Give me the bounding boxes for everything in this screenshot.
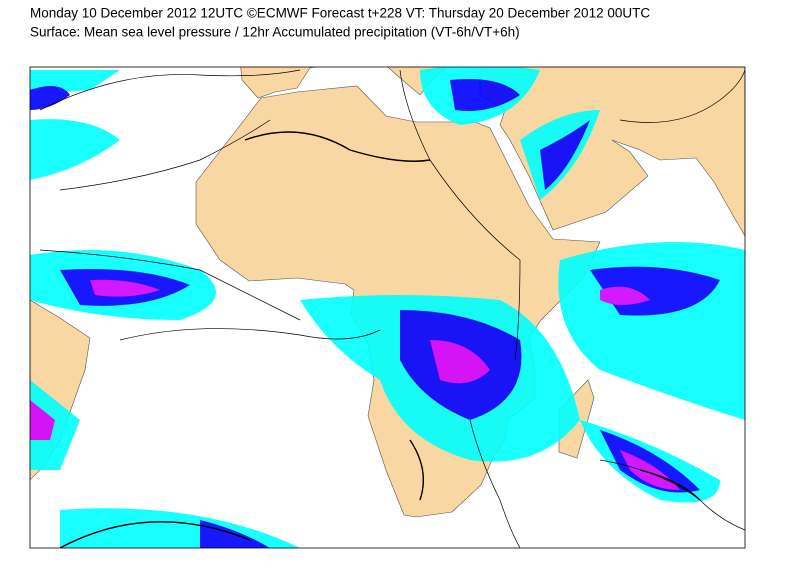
subtitle: Surface: Mean sea level pressure / 12hr … [30, 25, 520, 40]
isobars [39, 69, 745, 548]
map [30, 67, 745, 548]
map-frame [29, 66, 746, 549]
precipitation [30, 67, 745, 548]
title: Monday 10 December 2012 12UTC ©ECMWF For… [30, 6, 650, 21]
